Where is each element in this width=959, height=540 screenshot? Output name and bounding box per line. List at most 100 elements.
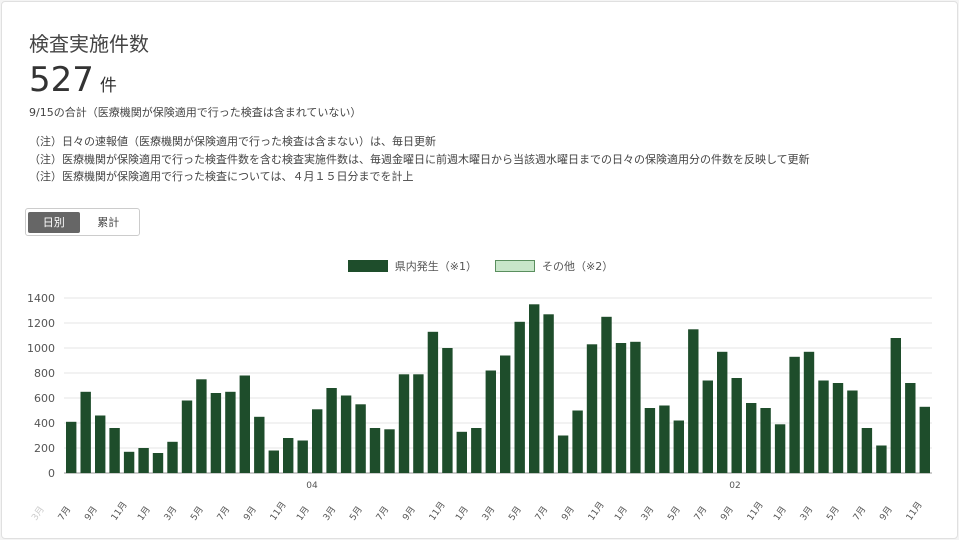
bar <box>254 416 265 474</box>
x-tick-label: 7月 <box>692 504 709 522</box>
y-tick-label: 800 <box>34 367 55 380</box>
x-tick-label: 11月 <box>745 500 766 523</box>
bar <box>789 356 800 474</box>
bar <box>152 453 164 473</box>
x-tick-label: 9月 <box>877 504 894 522</box>
bar <box>644 408 656 473</box>
x-tick-label: 3月 <box>639 504 656 522</box>
legend-swatch-prefecture <box>347 260 388 272</box>
bar <box>659 405 670 473</box>
view-toggle: 日別 累計 <box>25 208 140 236</box>
bar <box>413 374 424 474</box>
bar <box>456 431 467 474</box>
x-tick-label: 1月 <box>135 504 152 522</box>
bar <box>485 370 496 473</box>
bar <box>326 388 337 473</box>
bar <box>803 351 815 474</box>
y-tick-label: 400 <box>34 417 55 430</box>
y-tick-label: 1400 <box>27 292 55 305</box>
bar <box>384 429 395 474</box>
bar <box>297 440 308 473</box>
legend-item-other[interactable]: その他（※2） <box>495 258 613 274</box>
bar <box>196 379 207 474</box>
x-tick-label: 1月 <box>294 504 311 522</box>
x-tick-label: 3月 <box>162 504 179 522</box>
bar-chart: 0 200 400 600 800 1000 1200 1400 3月 7月 9月 11月 1月 3月 5月… <box>27 292 932 523</box>
cumulative-button[interactable]: 累計 <box>97 215 120 229</box>
total-unit: 件 <box>99 76 117 96</box>
bar <box>442 348 453 473</box>
bar <box>630 341 641 474</box>
daily-button[interactable]: 日別 <box>28 211 80 233</box>
x-tick-label: 3月 <box>29 504 46 522</box>
legend-label-other: その他（※2） <box>542 260 614 273</box>
x-tick-label: 9月 <box>559 504 576 522</box>
bar <box>818 380 829 473</box>
y-tick-label: 600 <box>34 392 55 405</box>
bar <box>500 355 511 473</box>
bar <box>210 393 222 473</box>
legend-swatch-other <box>495 260 535 272</box>
bar <box>312 409 323 474</box>
bar <box>225 391 236 474</box>
x-tick-label: 1月 <box>612 504 629 522</box>
y-tick-label: 1000 <box>27 342 55 355</box>
x-tick-label: 9月 <box>718 504 735 522</box>
x-tick-label: 11月 <box>427 500 448 523</box>
bar <box>847 390 858 473</box>
x-tick-label: 7月 <box>56 504 73 522</box>
bar <box>760 408 771 473</box>
x-tick-label: 7月 <box>374 504 391 522</box>
y-tick-label: 0 <box>48 467 55 480</box>
x-tick-label: 3月 <box>321 504 338 522</box>
bar <box>80 391 91 474</box>
bar <box>919 406 930 474</box>
bar <box>514 321 525 474</box>
bar <box>369 428 381 473</box>
x-tick-label: 7月 <box>215 504 232 522</box>
x-tick-label: 9月 <box>241 504 258 522</box>
bar <box>239 375 250 473</box>
x-tick-label: 5月 <box>188 504 205 522</box>
x-group-label: 04 <box>306 481 318 491</box>
bar <box>717 351 728 474</box>
bar <box>731 378 742 473</box>
x-group-label: 02 <box>729 481 740 491</box>
x-tick-label: 5月 <box>824 504 841 522</box>
x-tick-label: 11月 <box>586 500 607 523</box>
x-tick-label: 7月 <box>533 504 550 522</box>
bar <box>181 400 193 473</box>
bar <box>890 338 901 473</box>
x-tick-label: 5月 <box>506 504 523 522</box>
bar <box>774 424 786 474</box>
y-tick-label: 200 <box>34 442 55 455</box>
bar <box>109 428 120 473</box>
x-tick-label: 11月 <box>904 500 925 523</box>
chart-legend: 県内発生（※1） その他（※2） <box>2 258 959 274</box>
bar <box>673 420 684 473</box>
x-tick-label: 3月 <box>480 504 497 522</box>
bar <box>572 410 583 473</box>
y-tick-label: 1200 <box>27 317 55 330</box>
bar <box>66 421 77 474</box>
subtitle: 9/15の合計（医療機関が保険適用で行った検査は含まれていない） <box>29 106 362 119</box>
x-tick-label: 7月 <box>851 504 868 522</box>
note-2: （注）医療機関が保険適用で行った検査件数を含む検査実施件数は、毎週金曜日に前週木… <box>29 152 810 166</box>
legend-item-prefecture[interactable]: 県内発生（※1） <box>347 258 477 274</box>
bar <box>167 441 178 474</box>
bar <box>355 404 366 474</box>
bar <box>601 316 612 474</box>
x-tick-label: 9月 <box>400 504 417 522</box>
bar <box>543 314 554 474</box>
bar <box>95 415 106 473</box>
bar <box>905 383 916 473</box>
bar <box>702 380 713 473</box>
bar <box>340 395 352 473</box>
bar <box>586 344 598 474</box>
bar <box>861 428 873 473</box>
x-tick-label: 9月 <box>82 504 99 522</box>
bar <box>615 343 627 473</box>
bar <box>123 451 135 474</box>
notes: （注）日々の速報値（医療機関が保険適用で行った検査は含まない）は、毎日更新 （注… <box>29 133 810 186</box>
bar <box>283 438 294 473</box>
